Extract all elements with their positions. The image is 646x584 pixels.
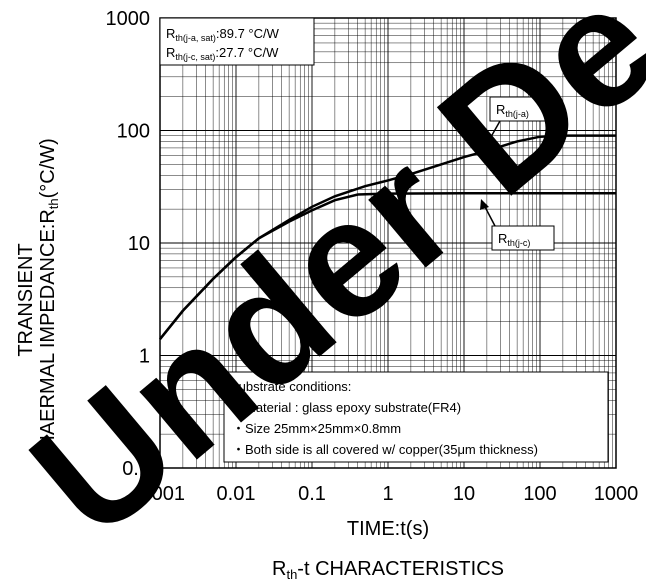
- x-tick-label: 0.01: [217, 483, 256, 505]
- x-tick-label: 0.001: [135, 483, 185, 505]
- series-label-rth-j-c: Rth(j-c): [480, 199, 555, 251]
- y-axis-label: TRANSIENT THAERMAL IMPEDANCE:Rth(°C/W): [15, 138, 61, 462]
- substrate-item: ・Both side is all covered w/ copper(35μm…: [232, 442, 538, 457]
- saturation-legend-box: Rth(j-a, sat):89.7 °C/W Rth(j-c, sat):27…: [159, 17, 315, 66]
- svg-text:THAERMAL IMPEDANCE:Rth(°C/W): THAERMAL IMPEDANCE:Rth(°C/W): [37, 138, 61, 462]
- series-label-rth-j-a: Rth(j-a): [480, 96, 551, 157]
- y-tick-label: 1000: [106, 8, 151, 30]
- x-tick-label: 10: [453, 483, 475, 505]
- substrate-item: ・Size 25mm×25mm×0.8mm: [232, 421, 401, 436]
- x-tick-label: 1: [382, 483, 393, 505]
- rth-jc-sat-text: Rth(j-c, sat):27.7 °C/W: [166, 45, 279, 62]
- svg-text:Rth(j-c): Rth(j-c): [498, 231, 530, 248]
- x-tick-label: 100: [523, 483, 556, 505]
- substrate-heading: Substrate conditions:: [230, 379, 351, 394]
- svg-text:Rth(j-a): Rth(j-a): [496, 102, 529, 119]
- series-line-rth-j-c: [159, 191, 616, 340]
- x-axis-label: TIME:t(s): [347, 518, 429, 540]
- substrate-conditions-box: Substrate conditions: ・Material : glass …: [223, 371, 609, 463]
- y-tick-labels: 0.1 1 10 100 1000: [106, 8, 151, 480]
- x-tick-labels: 0.001 0.01 0.1 1 10 100 1000: [135, 483, 638, 505]
- rth-ja-sat-text: Rth(j-a, sat):89.7 °C/W: [166, 26, 280, 43]
- curves: [159, 134, 616, 340]
- substrate-item: ・Material : glass epoxy substrate(FR4): [232, 400, 461, 415]
- x-tick-label: 0.1: [298, 483, 326, 505]
- y-tick-label: 1: [139, 346, 150, 368]
- y-tick-label: 10: [128, 233, 150, 255]
- y-tick-label: 0.1: [122, 458, 150, 480]
- chart-title: Rth-t CHARACTERISTICS: [272, 558, 504, 582]
- svg-text:TRANSIENT: TRANSIENT: [15, 243, 37, 356]
- plot-frame: [159, 17, 617, 469]
- y-tick-label: 100: [117, 121, 150, 143]
- x-tick-label: 1000: [594, 483, 639, 505]
